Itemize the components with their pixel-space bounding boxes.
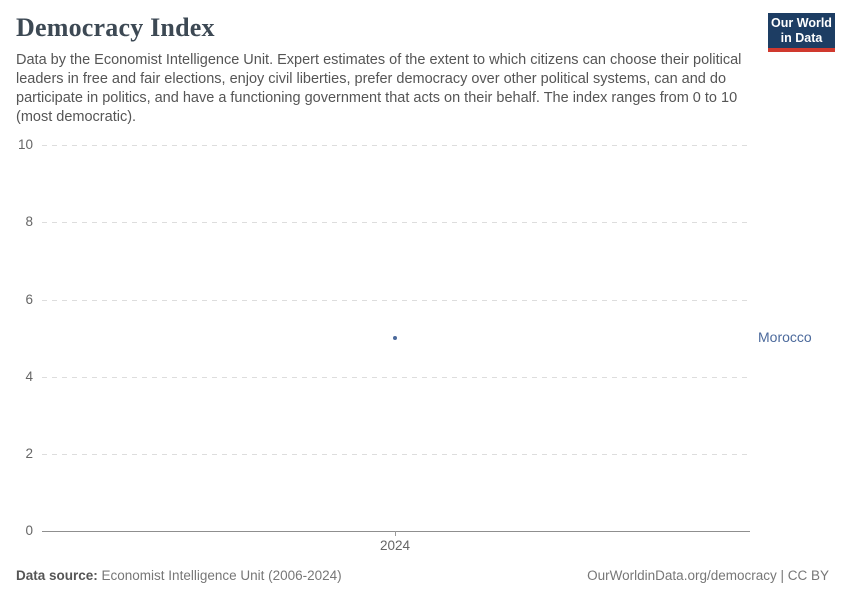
data-source-note: Data source: Economist Intelligence Unit… (16, 568, 342, 583)
y-tick-label: 6 (25, 292, 33, 307)
owid-logo-line2: in Data (780, 30, 823, 45)
y-tick-label: 10 (17, 137, 33, 152)
y-tick-label: 4 (25, 369, 33, 384)
x-axis-line (42, 531, 750, 532)
chart-title: Democracy Index (16, 13, 215, 42)
credit-link[interactable]: OurWorldinData.org/democracy | CC BY (587, 568, 829, 583)
x-tick-mark (395, 531, 396, 536)
chart-footer: Data source: Economist Intelligence Unit… (16, 568, 829, 583)
entity-label[interactable]: Morocco (758, 329, 812, 345)
gridline (42, 454, 750, 455)
y-tick-label: 0 (25, 523, 33, 538)
gridline (42, 300, 750, 301)
x-tick-label: 2024 (379, 538, 411, 553)
y-tick-label: 8 (25, 214, 33, 229)
gridline (42, 145, 750, 146)
owid-logo[interactable]: Our World in Data (768, 13, 835, 52)
data-source-value: Economist Intelligence Unit (2006-2024) (97, 568, 342, 583)
chart-subtitle: Data by the Economist Intelligence Unit.… (16, 52, 742, 125)
gridline (42, 222, 750, 223)
gridline (42, 377, 750, 378)
data-source-label: Data source: (16, 568, 98, 583)
y-tick-label: 2 (25, 446, 33, 461)
owid-logo-line1: Our World (771, 15, 832, 30)
data-point[interactable] (393, 336, 397, 340)
